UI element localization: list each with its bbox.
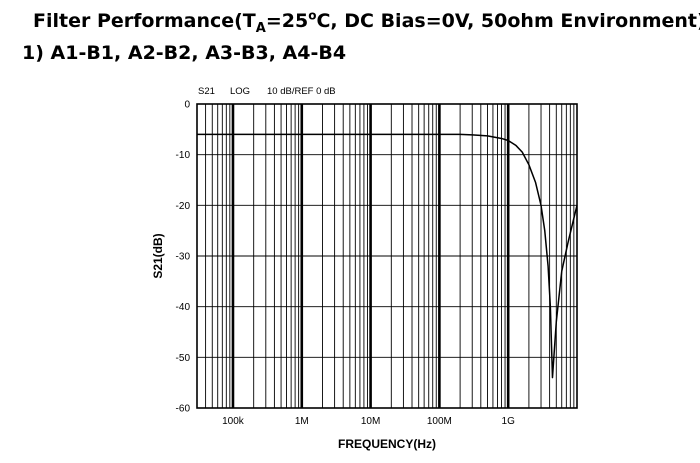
y-tick-labels: 0 -10 -20 -30 -40 -50 -60 [176, 100, 191, 415]
plot-frame [196, 103, 578, 409]
figure-subheading: 1) A1-B1, A2-B2, A3-B3, A4-B4 [22, 42, 347, 64]
x-tick-label: 1G [502, 416, 516, 427]
heading-text-mid: =25 [265, 10, 309, 32]
x-axis-title: FREQUENCY(Hz) [338, 437, 436, 451]
grid-layer [197, 104, 577, 408]
y-tick-label: -50 [176, 353, 191, 364]
y-tick-label: -10 [176, 150, 191, 161]
s21-curve [197, 133, 578, 379]
curve-layer [197, 133, 578, 379]
header-scale: 10 dB/REF 0 dB [267, 86, 336, 97]
header-format: LOG [230, 86, 250, 97]
x-tick-labels: 100k 1M 10M 100M 1G [222, 416, 515, 427]
y-tick-label: -20 [176, 201, 191, 212]
heading-degree-symbol: o [308, 8, 317, 23]
x-tick-label: 100k [222, 416, 245, 427]
heading-text-pre: Filter Performance(T [33, 10, 256, 32]
x-tick-label: 10M [361, 416, 380, 427]
y-tick-label: -60 [176, 404, 191, 415]
x-tick-label: 100M [427, 416, 452, 427]
figure-heading: Filter Performance(TA=25oC, DC Bias=0V, … [33, 8, 700, 35]
x-tick-label: 1M [295, 416, 309, 427]
heading-text-post: C, DC Bias=0V, 50ohm Environment) [316, 10, 700, 32]
header-param: S21 [198, 86, 215, 97]
heading-subscript: A [255, 20, 266, 36]
y-axis-title: S21(dB) [151, 233, 165, 278]
y-tick-label: -30 [176, 252, 191, 263]
y-tick-label: -40 [176, 302, 191, 313]
y-tick-label: 0 [184, 100, 190, 111]
